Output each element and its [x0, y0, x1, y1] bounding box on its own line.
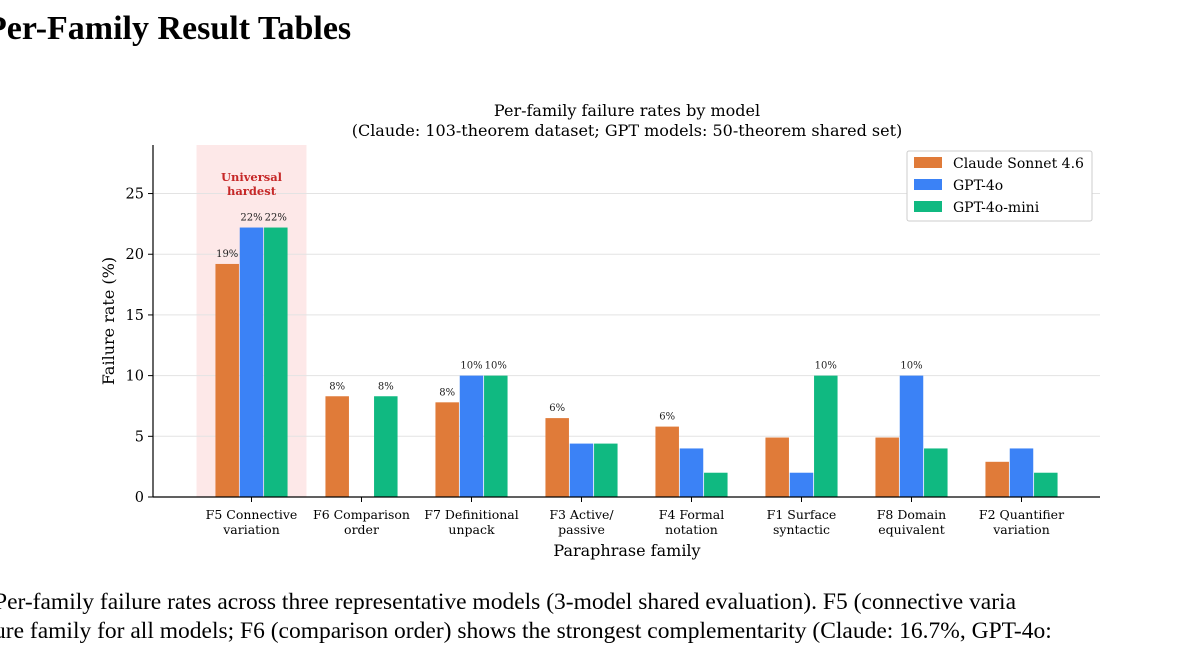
- x-tick-label: notation: [665, 522, 718, 537]
- legend-label: Claude Sonnet 4.6: [953, 156, 1084, 172]
- y-tick-label: 20: [126, 247, 144, 263]
- x-tick-label: F7 Definitional: [424, 507, 518, 522]
- data-label: 8%: [439, 387, 455, 398]
- x-tick-label: F4 Formal: [659, 507, 724, 522]
- bar: [215, 263, 239, 497]
- bar: [374, 396, 398, 497]
- data-label: 8%: [329, 381, 345, 392]
- bar: [789, 472, 814, 497]
- data-label: 10%: [485, 361, 507, 372]
- data-label: 6%: [549, 403, 565, 414]
- bar: [594, 443, 618, 497]
- bar: [679, 448, 704, 497]
- x-tick-label: order: [344, 522, 379, 537]
- y-tick-label: 0: [135, 490, 144, 506]
- bar: [899, 375, 924, 497]
- bar: [569, 443, 594, 497]
- data-label: 8%: [378, 381, 394, 392]
- x-tick-label: syntactic: [773, 522, 830, 537]
- bar: [655, 426, 679, 497]
- data-label: 6%: [659, 412, 675, 423]
- bar: [704, 472, 728, 497]
- x-tick-label: variation: [992, 522, 1050, 537]
- bar: [484, 375, 508, 497]
- data-label: 10%: [900, 361, 922, 372]
- x-tick-label: equivalent: [878, 522, 944, 537]
- x-tick-label: F2 Quantifier: [979, 507, 1064, 522]
- x-tick-label: F8 Domain: [877, 507, 947, 522]
- highlight-label: hardest: [227, 184, 277, 198]
- x-tick-label: unpack: [448, 522, 495, 537]
- bar: [1009, 448, 1034, 497]
- x-tick-label: F6 Comparison: [313, 507, 410, 522]
- y-tick-label: 15: [126, 308, 144, 324]
- y-axis-label: Failure rate (%): [99, 257, 118, 385]
- y-tick-label: 25: [126, 187, 144, 203]
- highlight-label: Universal: [221, 170, 283, 184]
- x-tick-label: F3 Active/: [549, 507, 614, 522]
- chart-subtitle: (Claude: 103-theorem dataset; GPT models…: [352, 121, 903, 140]
- x-tick-label: F5 Connective: [206, 507, 298, 522]
- data-label: 22%: [240, 213, 262, 224]
- data-label: 10%: [460, 361, 482, 372]
- legend-label: GPT-4o-mini: [953, 200, 1040, 216]
- x-tick-label: variation: [222, 522, 280, 537]
- legend-swatch: [914, 201, 942, 212]
- bar: [814, 375, 838, 497]
- caption-line: Per-family failure rates across three re…: [0, 589, 1017, 615]
- bar: [765, 437, 789, 497]
- legend-label: GPT-4o: [953, 178, 1003, 194]
- x-tick-label: passive: [558, 522, 605, 537]
- bar: [264, 227, 288, 497]
- bar: [459, 375, 484, 497]
- legend-swatch: [914, 179, 942, 190]
- data-label: 19%: [216, 249, 238, 260]
- y-tick-label: 5: [135, 429, 144, 445]
- figure-caption: Per-family failure rates across three re…: [0, 588, 1201, 646]
- bar: [239, 227, 264, 497]
- chart-title: Per-family failure rates by model: [494, 101, 760, 120]
- section-heading: Per-Family Result Tables: [0, 10, 352, 47]
- bar: [875, 437, 899, 497]
- x-axis-label: Paraphrase family: [553, 541, 700, 560]
- bar: [435, 402, 459, 497]
- bar: [545, 418, 569, 497]
- legend-swatch: [914, 157, 942, 168]
- legend-box: [906, 150, 1093, 222]
- x-tick-label: F1 Surface: [767, 507, 837, 522]
- bar: [924, 448, 948, 497]
- bar: [325, 396, 349, 497]
- data-label: 22%: [265, 213, 287, 224]
- bar: [1034, 472, 1058, 497]
- bar: [985, 461, 1009, 497]
- y-tick-label: 10: [126, 369, 144, 385]
- data-label: 10%: [815, 361, 837, 372]
- caption-line: ure family for all models; F6 (compariso…: [0, 618, 1052, 644]
